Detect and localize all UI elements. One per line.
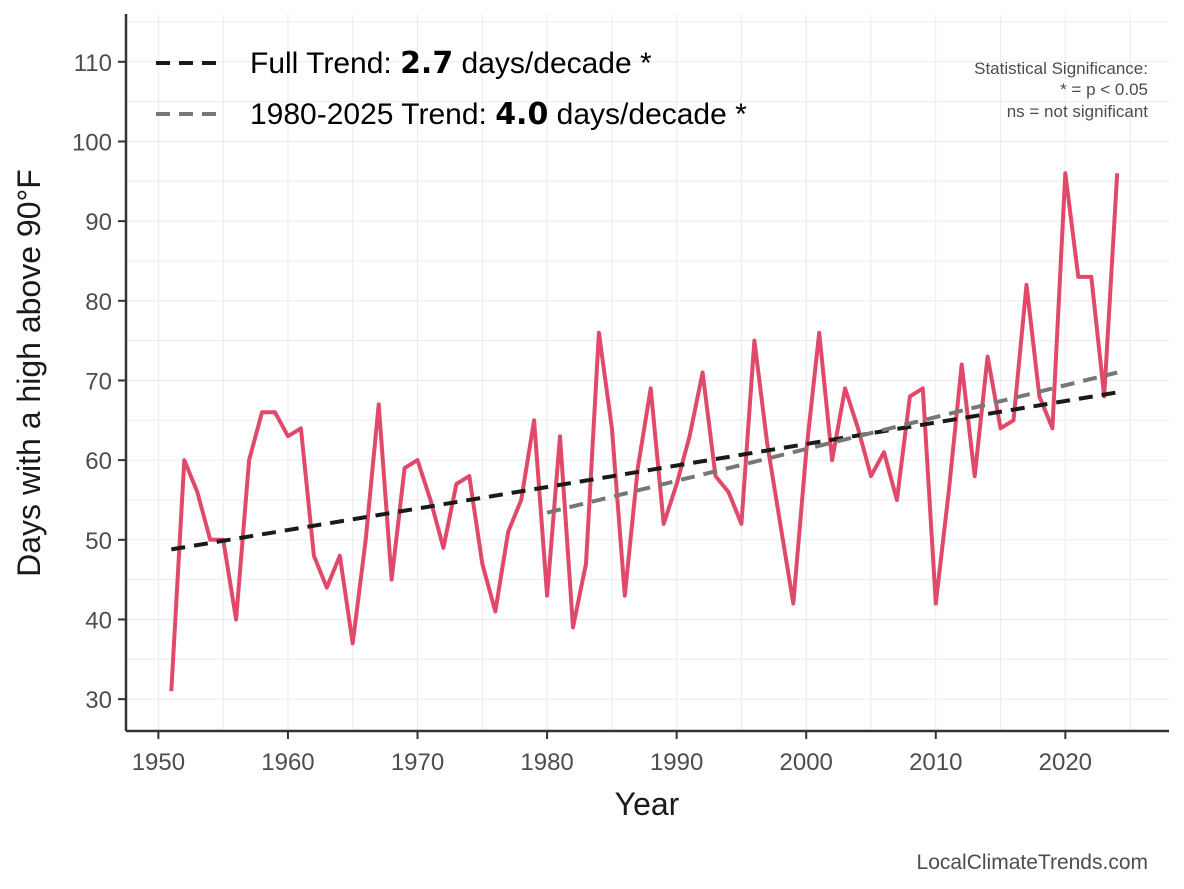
significance-star: * = p < 0.05 <box>1060 80 1148 99</box>
source-credit: LocalClimateTrends.com <box>917 851 1148 874</box>
significance-note: Statistical Significance: * = p < 0.05 n… <box>974 59 1148 121</box>
significance-ns: ns = not significant <box>1007 102 1149 121</box>
legend-label-recent-trend: 1980-2025 Trend: 4.0 days/decade * <box>250 97 747 132</box>
y-tick-label: 90 <box>85 209 112 236</box>
x-tick-label: 1960 <box>261 749 314 776</box>
x-tick-label: 2020 <box>1039 749 1092 776</box>
x-tick-label: 2000 <box>780 749 833 776</box>
legend-label-full-trend: Full Trend: 2.7 days/decade * <box>250 46 652 81</box>
legend: Full Trend: 2.7 days/decade * 1980-2025 … <box>156 46 747 132</box>
x-axis-title: Year <box>615 786 680 822</box>
y-tick-label: 70 <box>85 368 112 395</box>
x-tick-label: 1950 <box>132 749 185 776</box>
grid-layer <box>126 14 1169 731</box>
x-tick-label: 2010 <box>909 749 962 776</box>
y-tick-label: 110 <box>74 50 112 77</box>
observed-days-line <box>169 171 1120 692</box>
series-layer <box>169 171 1120 692</box>
y-axis-title: Days with a high above 90°F <box>11 169 47 577</box>
recent-trend-line <box>546 370 1118 515</box>
x-tick-label: 1970 <box>391 749 444 776</box>
axes-layer <box>124 14 1169 733</box>
x-tick-label: 1980 <box>520 749 573 776</box>
x-tick-label: 1990 <box>650 749 703 776</box>
y-tick-label: 80 <box>85 289 112 316</box>
y-tick-label: 50 <box>85 528 112 555</box>
y-tick-label: 40 <box>85 607 112 634</box>
significance-title: Statistical Significance: <box>974 59 1148 78</box>
y-tick-label: 60 <box>85 448 112 475</box>
ticks-layer: 30 40 50 60 70 80 90 100 110 1950 1960 1970 1980 1990… <box>72 50 1092 776</box>
y-tick-label: 30 <box>85 687 112 714</box>
y-tick-label: 100 <box>72 129 112 156</box>
